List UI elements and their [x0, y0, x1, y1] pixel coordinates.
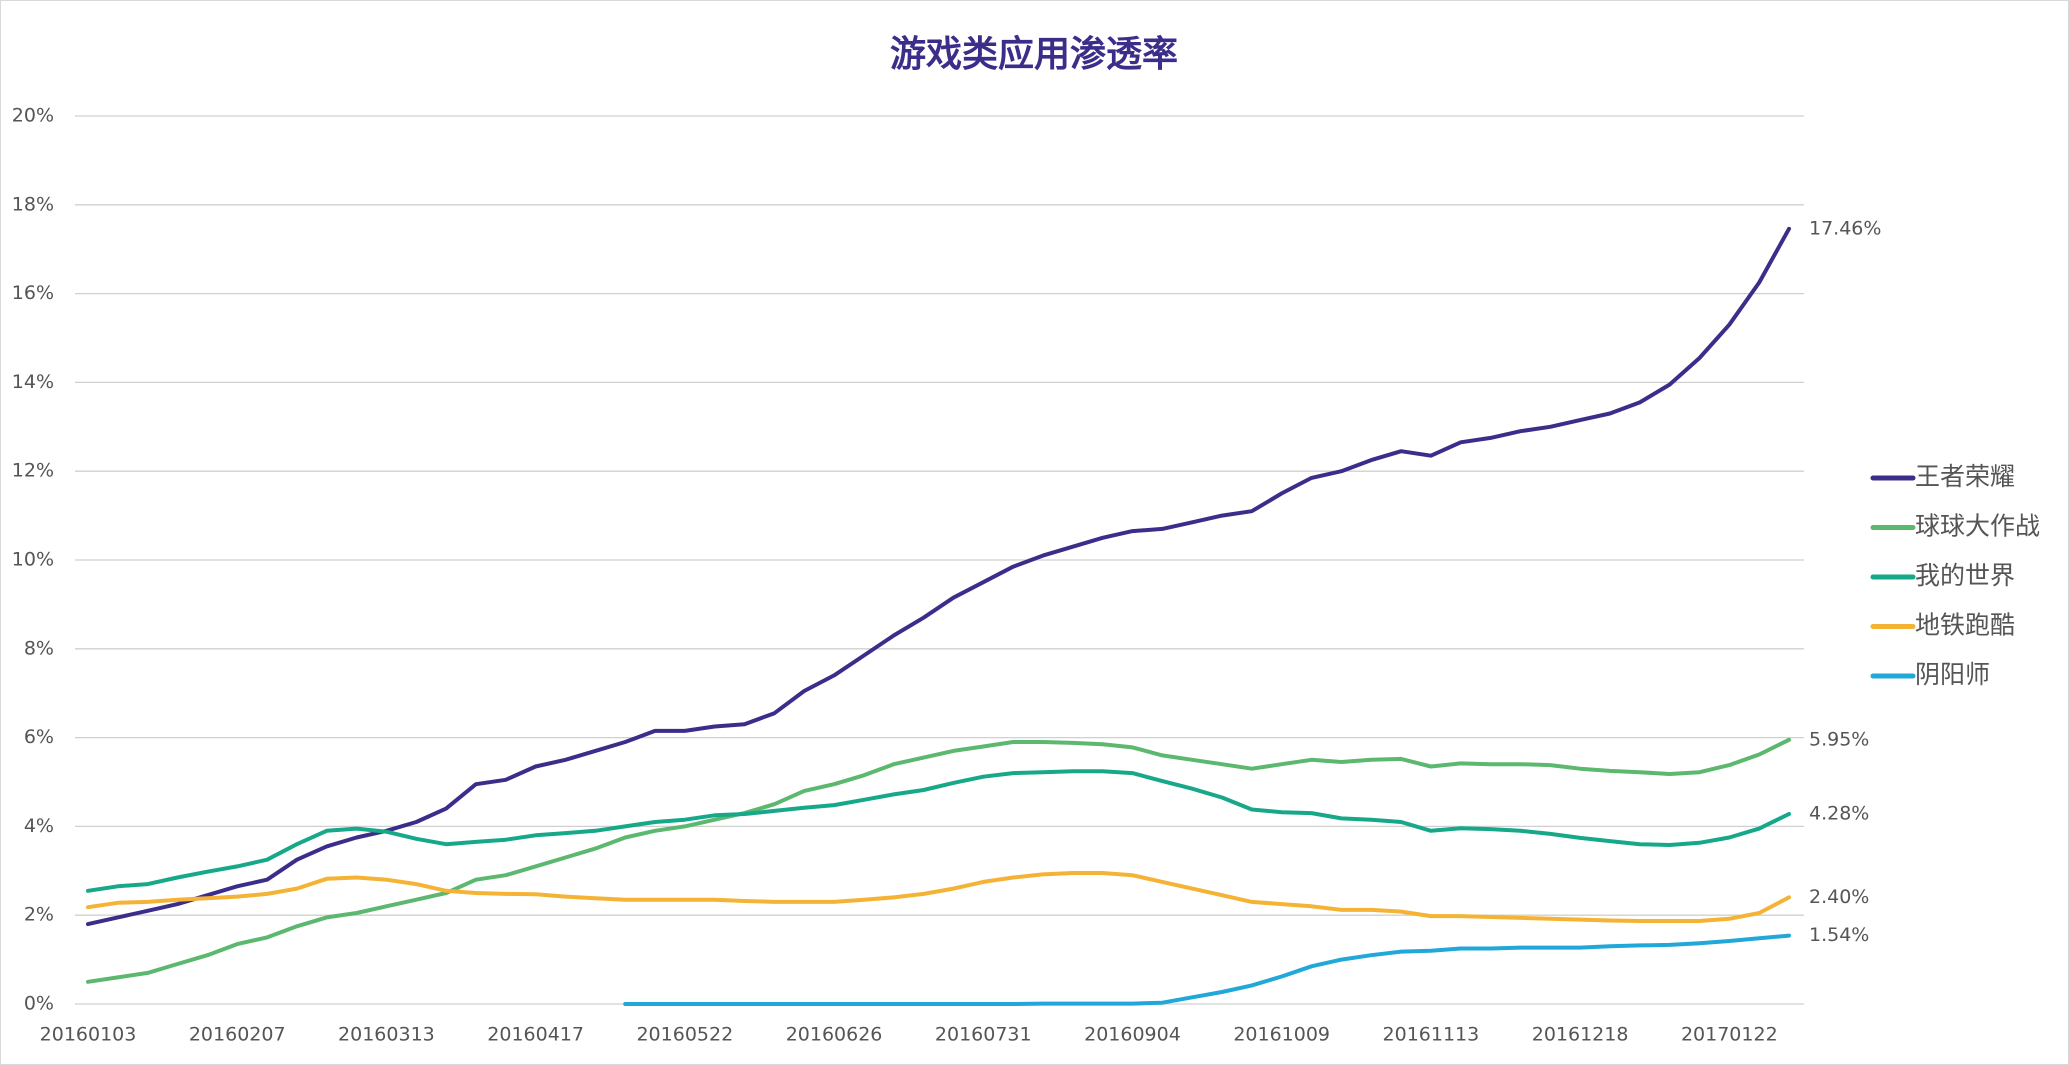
y-tick-label: 8% [24, 637, 54, 659]
x-tick-label: 20170122 [1681, 1024, 1778, 1046]
legend-label: 阴阳师 [1915, 660, 1990, 689]
y-tick-label: 10% [12, 549, 54, 571]
y-tick-label: 6% [24, 726, 54, 748]
x-tick-label: 20160731 [935, 1024, 1032, 1046]
x-tick-label: 20160417 [487, 1024, 584, 1046]
chart-title: 游戏类应用渗透率 [890, 34, 1178, 75]
series-line [623, 933, 1791, 1006]
x-tick-label: 20160904 [1084, 1024, 1181, 1046]
y-tick-label: 12% [12, 460, 54, 482]
x-tick-label: 20160626 [786, 1024, 883, 1046]
y-tick-label: 14% [12, 371, 54, 393]
series-line [86, 226, 1791, 927]
data-label: 17.46% [1809, 217, 1881, 239]
y-tick-label: 2% [24, 904, 54, 926]
legend-label: 地铁跑酷 [1915, 611, 2015, 640]
x-tick-label: 20160313 [338, 1024, 435, 1046]
data-label: 5.95% [1809, 728, 1869, 750]
legend-label: 球球大作战 [1915, 512, 2040, 541]
x-tick-label: 20161113 [1383, 1024, 1480, 1046]
y-tick-label: 18% [12, 193, 54, 215]
x-tick-label: 20160207 [189, 1024, 286, 1046]
data-label: 4.28% [1809, 802, 1869, 824]
x-tick-label: 20160103 [40, 1024, 137, 1046]
series-line [86, 871, 1791, 923]
series-line [86, 737, 1791, 984]
legend-label: 王者荣耀 [1915, 462, 2015, 491]
series-line [86, 769, 1791, 893]
x-tick-label: 20161009 [1233, 1024, 1330, 1046]
x-tick-label: 20160522 [636, 1024, 733, 1046]
y-tick-label: 16% [12, 282, 54, 304]
y-tick-label: 0% [24, 993, 54, 1015]
y-tick-label: 20% [12, 105, 54, 127]
legend-label: 我的世界 [1915, 561, 2015, 590]
data-label: 1.54% [1809, 924, 1869, 946]
y-tick-label: 4% [24, 815, 54, 837]
data-label: 2.40% [1809, 886, 1869, 908]
x-tick-label: 20161218 [1532, 1024, 1629, 1046]
